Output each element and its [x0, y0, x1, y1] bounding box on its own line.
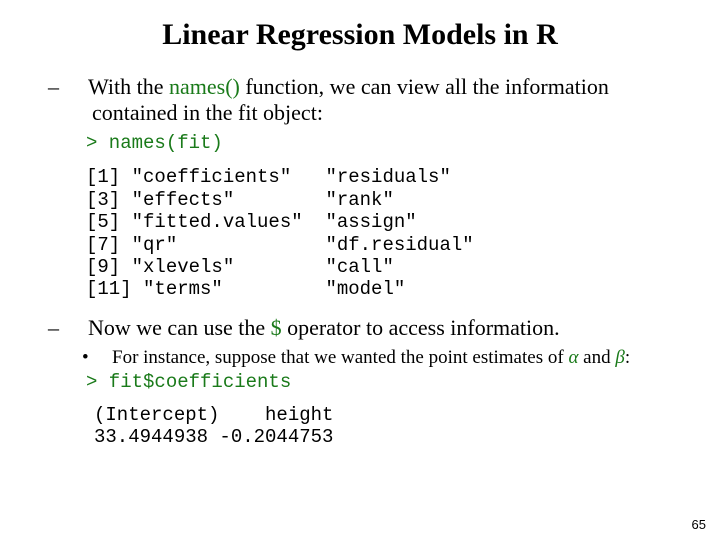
bullet-example: •For instance, suppose that we wanted th…	[98, 347, 690, 369]
bullet-dollar: –Now we can use the $ operator to access…	[70, 315, 690, 341]
beta-symbol: β	[615, 347, 624, 368]
code-names-call: > names(fit)	[86, 132, 690, 154]
dollar-operator: $	[271, 315, 282, 340]
page-number: 65	[692, 517, 706, 532]
text: :	[625, 347, 630, 368]
fn-name: names()	[169, 74, 240, 99]
page-title: Linear Regression Models in R	[30, 18, 690, 52]
code-coef-output: (Intercept) height 33.4944938 -0.2044753	[94, 404, 690, 449]
code-coef-call: > fit$coefficients	[86, 371, 690, 393]
dash-icon: –	[70, 74, 88, 100]
bullet-dot-icon: •	[98, 347, 112, 369]
alpha-symbol: α	[568, 347, 578, 368]
slide: Linear Regression Models in R –With the …	[0, 0, 720, 448]
text: Now we can use the	[88, 315, 271, 340]
code-names-output: [1] "coefficients" "residuals" [3] "effe…	[86, 166, 690, 300]
text: and	[578, 347, 615, 368]
text: For instance, suppose that we wanted the…	[112, 347, 568, 368]
text: operator to access information.	[282, 315, 560, 340]
text: With the	[88, 74, 169, 99]
dash-icon: –	[70, 315, 88, 341]
bullet-names: –With the names() function, we can view …	[70, 74, 690, 126]
